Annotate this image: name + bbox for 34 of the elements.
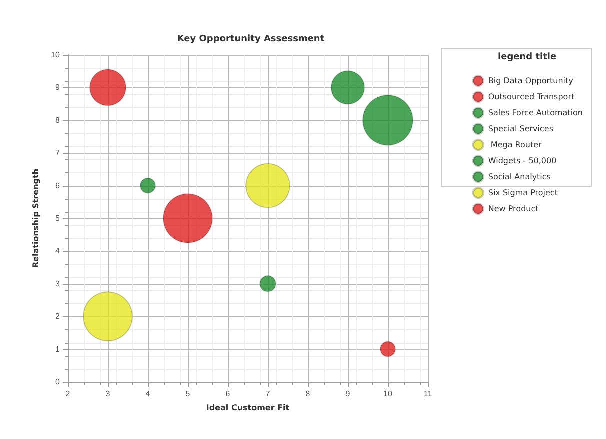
x-tick-label: 9 — [346, 390, 351, 398]
x-tick-label: 4 — [146, 390, 151, 398]
y-tick-label: 6 — [56, 181, 61, 190]
x-tick-label: 5 — [186, 390, 191, 398]
y-axis-title: Relationship Strength — [32, 168, 40, 268]
chart-title: Key Opportunity Assessment — [177, 34, 326, 44]
y-tick-label: 4 — [56, 246, 61, 256]
y-tick-label: 0 — [56, 378, 61, 386]
y-tick-label: 9 — [56, 83, 61, 92]
y-tick-label: 1 — [56, 344, 61, 354]
y-tick-label: 7 — [56, 148, 61, 158]
legend-label: Special Services — [488, 124, 554, 134]
legend-label: Outsourced Transport — [488, 92, 575, 102]
x-tick-label: 2 — [66, 390, 71, 398]
y-tick-label: 10 — [51, 50, 61, 60]
legend-label: Big Data Opportunity — [488, 76, 574, 86]
legend-label: Widgets - 50,000 — [488, 156, 557, 166]
x-tick-label: 6 — [226, 390, 231, 398]
legend-label: New Product — [488, 204, 539, 214]
legend-label: Six Sigma Project — [488, 188, 558, 198]
legend-label: Social Analytics — [488, 172, 551, 182]
y-tick-label: 2 — [56, 312, 61, 322]
y-tick-label: 8 — [56, 116, 61, 125]
legend-label: Mega Router — [488, 140, 542, 150]
x-tick-label: 3 — [106, 390, 111, 398]
x-tick-label: 11 — [424, 390, 433, 398]
legend-label: Sales Force Automation — [488, 108, 584, 118]
x-axis-title: Ideal Customer Fit — [206, 404, 290, 412]
y-tick-label: 3 — [56, 279, 61, 288]
y-tick-label: 5 — [56, 214, 61, 223]
x-tick-label: 8 — [306, 390, 311, 398]
x-tick-label: 10 — [384, 390, 393, 398]
x-tick-label: 7 — [266, 390, 271, 398]
legend-title: legend title — [498, 52, 557, 62]
